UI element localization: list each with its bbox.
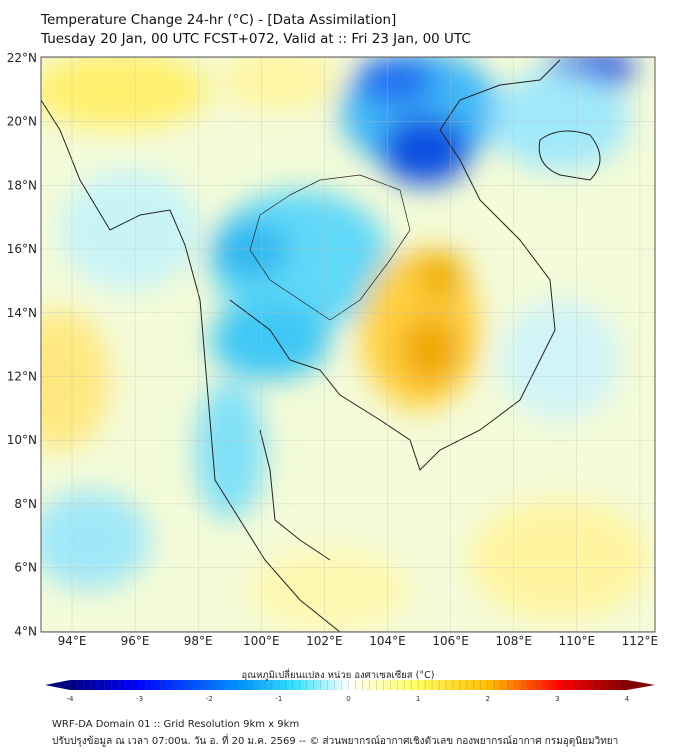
lon-label: 102°E <box>306 634 343 648</box>
colorbar-tick-label: -1 <box>275 695 282 703</box>
colorbar-tick-label: -2 <box>206 695 213 703</box>
footer-model-info: WRF-DA Domain 01 :: Grid Resolution 9km … <box>52 719 300 730</box>
lat-label: 12°N <box>7 370 37 384</box>
lat-label: 10°N <box>7 433 37 447</box>
lon-label: 94°E <box>58 634 87 648</box>
lat-label: 14°N <box>7 306 37 320</box>
colorbar: -4 -3 -2 -1 0 1 2 3 4 <box>45 680 655 703</box>
lon-label: 96°E <box>121 634 150 648</box>
footer-update-info: ปรับปรุงข้อมูล ณ เวลา 07:00น. วัน อ. ที่… <box>52 736 619 747</box>
lat-label: 20°N <box>7 115 37 129</box>
colorbar-tick-label: 0 <box>346 695 350 703</box>
lat-label: 22°N <box>7 51 37 65</box>
colorbar-tick-label: -3 <box>136 695 143 703</box>
colorbar-tick-label: 4 <box>625 695 630 703</box>
lon-label: 100°E <box>243 634 280 648</box>
lon-label: 106°E <box>432 634 469 648</box>
colorbar-title: อุณหภูมิเปลี่ยนแปลง หน่วย องศาเซลเซียส (… <box>241 670 435 681</box>
grid <box>41 57 655 632</box>
coastlines <box>41 59 601 632</box>
lat-label: 18°N <box>7 178 37 192</box>
chart-subtitle: Tuesday 20 Jan, 00 UTC FCST+072, Valid a… <box>41 31 471 47</box>
lat-label: 6°N <box>14 561 37 575</box>
lon-label: 112°E <box>622 634 659 648</box>
temperature-field <box>41 57 655 632</box>
colorbar-tick-label: -4 <box>67 695 75 703</box>
lat-label: 8°N <box>14 497 37 511</box>
lon-label: 110°E <box>559 634 596 648</box>
lon-label: 108°E <box>495 634 532 648</box>
colorbar-tick-label: 3 <box>555 695 559 703</box>
lat-label: 4°N <box>14 624 37 638</box>
lon-label: 104°E <box>369 634 406 648</box>
lat-label: 16°N <box>7 242 37 256</box>
colorbar-tick-label: 1 <box>416 695 420 703</box>
chart-title: Temperature Change 24-hr (°C) - [Data As… <box>41 12 397 28</box>
colorbar-tick-label: 2 <box>486 695 490 703</box>
lon-label: 98°E <box>184 634 213 648</box>
